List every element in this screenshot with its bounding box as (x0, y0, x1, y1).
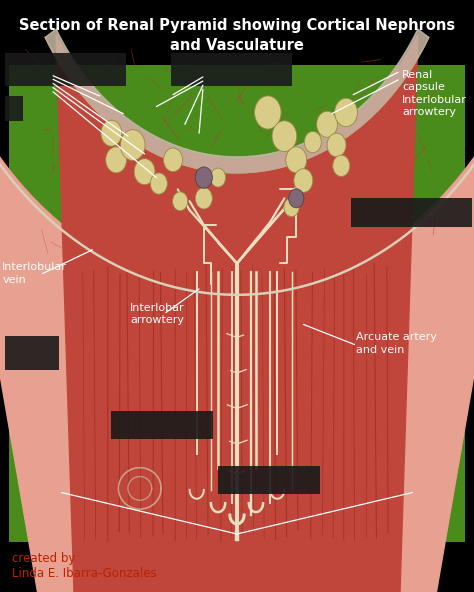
Circle shape (134, 159, 155, 185)
Circle shape (317, 111, 337, 137)
Bar (5, 53, 126, 86)
Bar (9, 65, 465, 542)
Circle shape (255, 96, 281, 129)
Circle shape (106, 147, 127, 173)
Polygon shape (45, 29, 429, 173)
Circle shape (195, 167, 212, 188)
Polygon shape (0, 42, 474, 592)
Circle shape (210, 168, 226, 187)
Text: Section of Renal Pyramid showing Cortical Nephrons
and Vasculature: Section of Renal Pyramid showing Cortica… (19, 18, 455, 53)
Circle shape (289, 189, 304, 208)
Text: Interlobular
vein: Interlobular vein (2, 262, 67, 285)
Circle shape (304, 131, 321, 153)
Circle shape (164, 148, 182, 172)
Circle shape (284, 198, 299, 217)
Text: Arcuate artery
and vein: Arcuate artery and vein (356, 332, 437, 355)
Circle shape (286, 147, 307, 173)
Circle shape (195, 188, 212, 209)
Circle shape (335, 98, 357, 127)
Circle shape (272, 121, 297, 152)
Text: Interlobar
arrowtery: Interlobar arrowtery (130, 303, 185, 325)
Bar (111, 411, 213, 439)
Bar (218, 466, 320, 494)
Polygon shape (56, 34, 418, 592)
Circle shape (120, 130, 145, 160)
Circle shape (173, 192, 188, 211)
Text: created by
Linda E. Ibarra-Gonzales: created by Linda E. Ibarra-Gonzales (12, 552, 156, 580)
Bar (351, 198, 472, 227)
Circle shape (101, 120, 122, 146)
Circle shape (327, 133, 346, 157)
Bar (5, 96, 23, 121)
Circle shape (294, 169, 313, 192)
Bar (171, 53, 292, 86)
Circle shape (150, 173, 167, 194)
Circle shape (333, 155, 350, 176)
Bar (5, 336, 59, 370)
Text: Renal
capsule
Interlobular
arrowtery: Renal capsule Interlobular arrowtery (402, 70, 467, 117)
